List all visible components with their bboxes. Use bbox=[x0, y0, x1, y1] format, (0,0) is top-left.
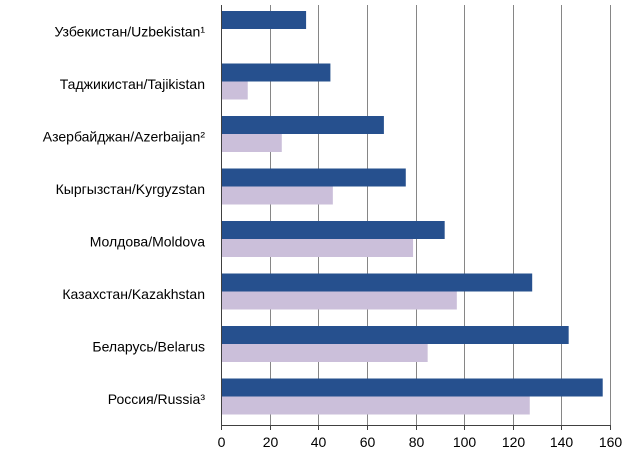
x-axis-ticks: 0 20 40 60 80 100 120 140 160 bbox=[218, 425, 623, 450]
x-tick-label: 40 bbox=[311, 434, 327, 450]
category-label: Казахстан/Kazakhstan bbox=[62, 286, 205, 302]
x-tick-label: 120 bbox=[502, 434, 526, 450]
bar-series-1-3 bbox=[221, 168, 406, 187]
category-label: Россия/Russia³ bbox=[108, 391, 206, 407]
bar-series-2-5 bbox=[221, 291, 457, 310]
category-label: Узбекистан/Uzbekistan¹ bbox=[54, 23, 205, 39]
bar-series-1-4 bbox=[221, 221, 445, 239]
bar-series-2-6 bbox=[221, 344, 428, 362]
category-label: Таджикистан/Tajikistan bbox=[60, 76, 205, 92]
bars bbox=[221, 11, 603, 415]
bar-series-2-3 bbox=[221, 186, 333, 205]
category-label: Молдова/Moldova bbox=[90, 233, 206, 249]
x-tick-label: 160 bbox=[599, 434, 623, 450]
bar-series-1-1 bbox=[221, 63, 331, 82]
x-tick-label: 140 bbox=[550, 434, 574, 450]
bar-series-1-2 bbox=[221, 116, 384, 134]
bar-series-2-1 bbox=[221, 81, 248, 100]
bar-series-1-5 bbox=[221, 273, 533, 292]
bar-series-1-0 bbox=[221, 11, 307, 29]
x-tick-label: 60 bbox=[360, 434, 376, 450]
bar-series-2-2 bbox=[221, 134, 282, 152]
x-tick-label: 0 bbox=[218, 434, 226, 450]
category-labels: Узбекистан/Uzbekistan¹ Таджикистан/Tajiki… bbox=[43, 23, 206, 407]
category-label: Кыргызстан/Kyrgyzstan bbox=[56, 181, 205, 197]
x-tick-label: 100 bbox=[453, 434, 477, 450]
bar-series-1-6 bbox=[221, 326, 569, 344]
category-label: Азербайджан/Azerbaijan² bbox=[43, 128, 206, 144]
bar-series-1-7 bbox=[221, 378, 603, 397]
category-label: Беларусь/Belarus bbox=[92, 338, 205, 354]
x-tick-label: 20 bbox=[263, 434, 279, 450]
x-tick-label: 80 bbox=[409, 434, 425, 450]
bar-series-2-7 bbox=[221, 396, 530, 415]
bar-series-2-4 bbox=[221, 239, 414, 257]
